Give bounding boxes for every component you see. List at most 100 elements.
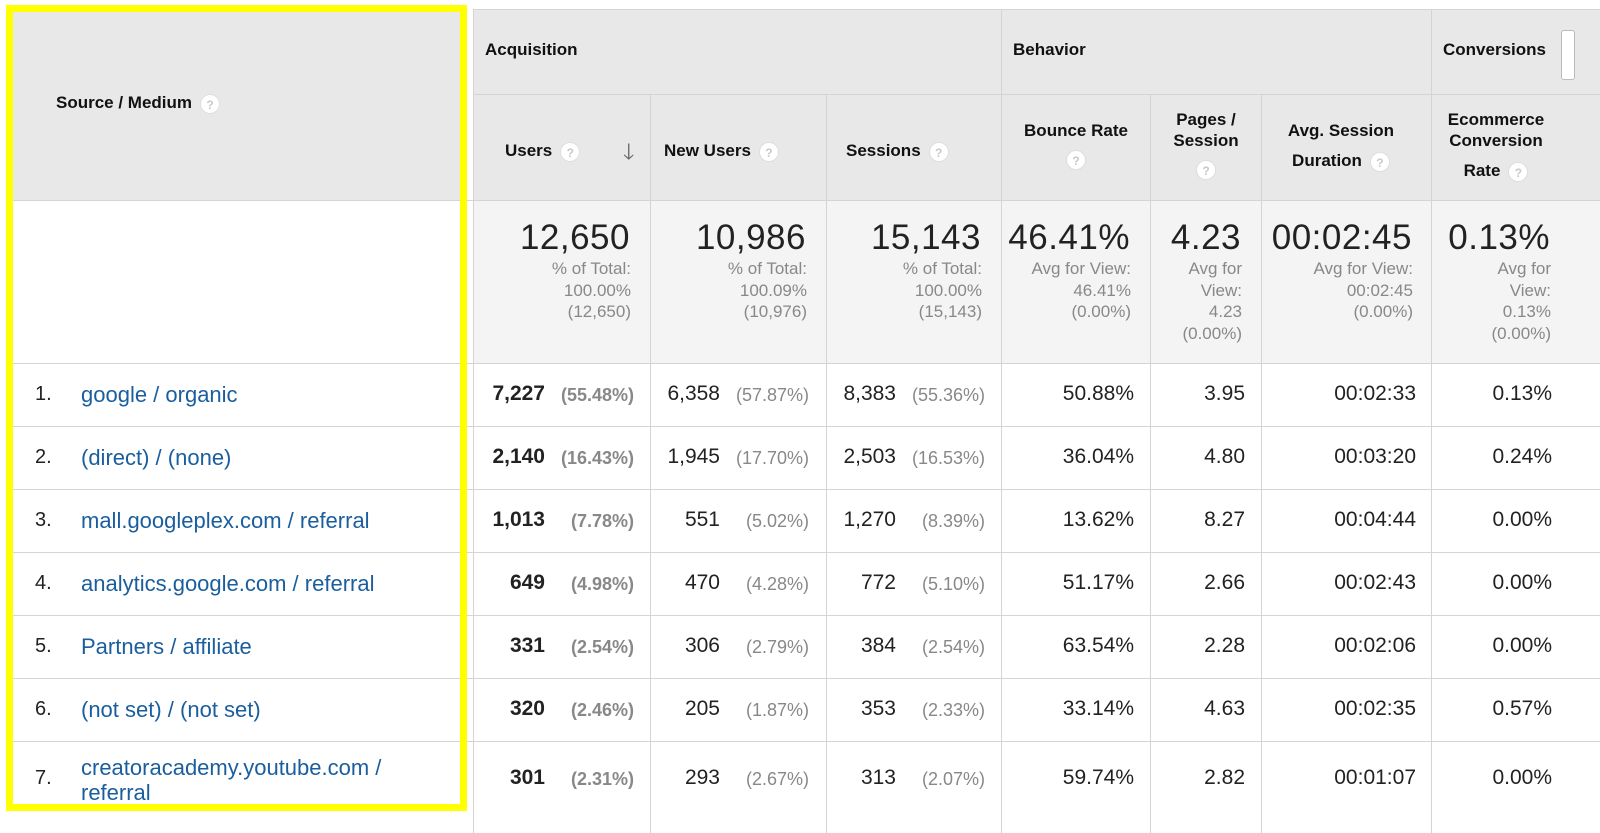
ecommerce-rate-value: 0.13% [1492,382,1552,405]
divider [474,9,1600,10]
row-number: 7. [35,767,52,789]
help-icon[interactable]: ? [560,141,581,162]
help-icon[interactable]: ? [1066,150,1086,170]
total-avg-duration-l1: Avg for View: [1313,259,1413,278]
total-pages-session-detail: Avg for View: 4.23 (0.00%) [1182,258,1242,344]
divider [13,489,1600,490]
column-header-avg-session-duration[interactable]: Avg. Session Duration? [1262,120,1420,172]
column-header-ecommerce-conversion-rate[interactable]: Ecommerce Conversion Rate? [1432,109,1560,182]
source-medium-link[interactable]: Partners / affiliate [81,634,252,659]
new-users-pct: (2.67%) [745,769,809,789]
sessions-value: 384 [860,634,896,657]
users-pct: (4.98%) [570,574,634,594]
new-users-value: 1,945 [667,445,720,468]
help-icon[interactable]: ? [758,141,779,162]
total-new-users-l3: (10,976) [743,302,807,321]
source-medium-link[interactable]: (not set) / (not set) [81,697,261,722]
total-users-l1: % of Total: [551,259,631,278]
total-new-users-l1: % of Total: [727,259,807,278]
avg-duration-value: 00:04:44 [1334,508,1416,531]
total-pages-session-l4: (0.00%) [1182,323,1242,343]
help-icon[interactable]: ? [928,141,949,162]
new-users-pct: (2.79%) [745,637,809,657]
divider [1150,94,1151,833]
source-medium-link[interactable]: google / organic [81,382,238,407]
sort-descending-icon[interactable]: 🡓 [623,139,635,164]
column-header-users[interactable]: Users? [505,140,581,162]
column-header-pages-session[interactable]: Pages / Session ? [1151,109,1261,180]
column-header-new-users[interactable]: New Users? [664,140,779,162]
help-icon[interactable]: ? [200,93,221,114]
group-behavior: Behavior [1013,40,1086,59]
ecommerce-rate-value: 0.00% [1492,571,1552,594]
column-header-pages-session-line2: Session [1173,131,1239,150]
ecommerce-rate-value: 0.00% [1492,634,1552,657]
row-number: 1. [35,383,52,405]
row-number: 5. [35,635,52,657]
total-avg-duration-l2: 00:02:45 [1346,280,1413,300]
source-medium-link-line2: referral [81,780,151,805]
users-pct: (2.54%) [570,637,634,657]
row-number: 4. [35,572,52,594]
total-bounce-rate-l1: Avg for View: [1031,259,1131,278]
new-users-value: 551 [684,508,720,531]
source-medium-link[interactable]: analytics.google.com / referral [81,571,375,596]
column-header-users-label: Users [505,141,553,160]
group-conversions: Conversions [1443,40,1546,59]
total-users: 12,650 [519,218,630,257]
total-new-users-detail: % of Total: 100.09% (10,976) [728,258,807,323]
divider [13,552,1600,553]
ecommerce-rate-value: 0.57% [1492,697,1552,720]
new-users-value: 470 [684,571,720,594]
divider [650,94,651,833]
source-medium-link[interactable]: (direct) / (none) [81,445,232,470]
column-header-ecommerce-line3: Rate [1463,161,1501,180]
total-ecom-l2: View: [1509,280,1551,300]
sessions-value: 772 [860,571,896,594]
users-pct: (16.43%) [560,448,634,468]
sessions-pct: (2.54%) [921,637,985,657]
total-avg-session-duration-detail: Avg for View: 00:02:45 (0.00%) [1313,258,1413,323]
divider [13,363,1600,364]
users-value: 320 [509,697,545,720]
total-pages-session: 4.23 [1170,218,1241,257]
ecommerce-rate-value: 0.00% [1492,508,1552,531]
sessions-pct: (2.07%) [921,769,985,789]
users-value: 1,013 [492,508,545,531]
column-header-avg-session-duration-line2-wrap: Duration? [1262,150,1420,172]
source-medium-link[interactable]: creatoracademy.youtube.com / referral [81,755,381,805]
help-icon[interactable]: ? [1369,151,1390,172]
scroll-right-handle[interactable] [1561,30,1575,80]
sessions-pct: (16.53%) [911,448,985,468]
total-ecom-l4: (0.00%) [1491,323,1551,343]
users-pct: (2.46%) [570,700,634,720]
total-avg-duration-l3: (0.00%) [1353,302,1413,321]
sessions-value: 2,503 [843,445,896,468]
column-header-pages-session-line1: Pages / [1176,110,1236,129]
avg-duration-value: 00:02:06 [1334,634,1416,657]
column-header-sessions[interactable]: Sessions? [846,140,949,162]
new-users-value: 205 [684,697,720,720]
row-number: 3. [35,509,52,531]
total-users-l2: 100.00% [563,280,631,300]
help-icon[interactable]: ? [1508,161,1529,182]
divider [826,94,827,833]
dimension-header[interactable]: Source / Medium? [56,93,221,114]
column-header-ecommerce-line1: Ecommerce [1447,110,1545,129]
total-bounce-rate-detail: Avg for View: 46.41% (0.00%) [1031,258,1131,323]
new-users-value: 306 [684,634,720,657]
column-header-bounce-rate[interactable]: Bounce Rate ? [1002,120,1150,170]
new-users-value: 293 [684,766,720,789]
total-bounce-rate-l3: (0.00%) [1071,302,1131,321]
bounce-rate-value: 59.74% [1062,766,1134,789]
row-number: 2. [35,446,52,468]
total-avg-session-duration: 00:02:45 [1271,218,1412,257]
users-value: 301 [509,766,545,789]
total-users-detail: % of Total: 100.00% (12,650) [552,258,631,323]
total-ecommerce-rate-detail: Avg for View: 0.13% (0.00%) [1491,258,1551,344]
source-medium-link[interactable]: mall.googleplex.com / referral [81,508,370,533]
new-users-pct: (1.87%) [745,700,809,720]
total-new-users: 10,986 [695,218,806,257]
help-icon[interactable]: ? [1196,160,1216,180]
